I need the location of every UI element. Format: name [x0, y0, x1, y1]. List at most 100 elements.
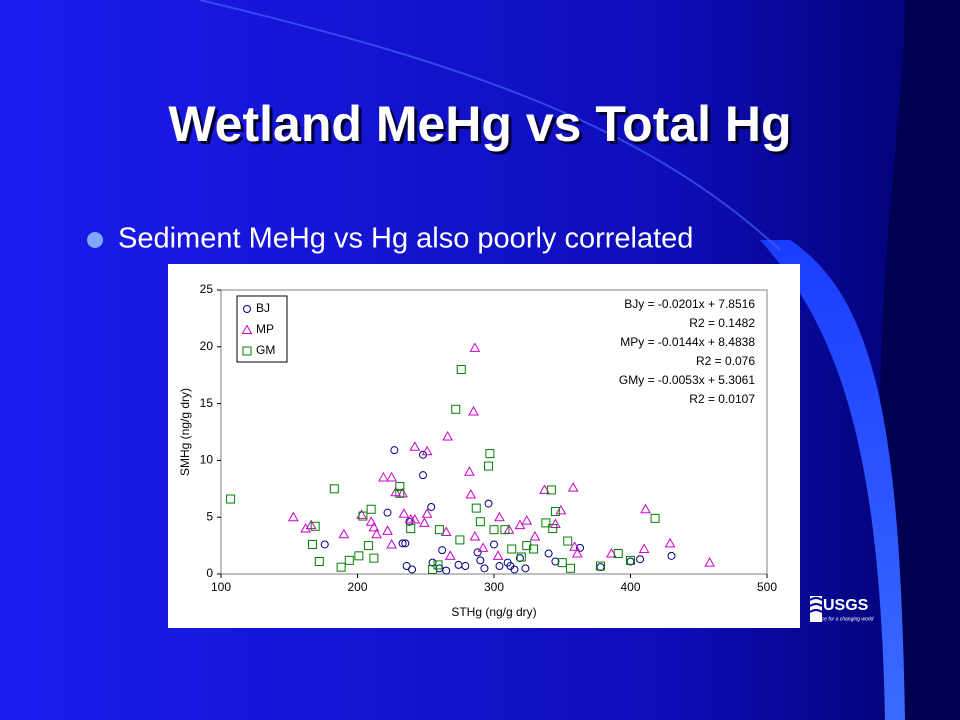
y-tick-label: 5: [206, 509, 213, 523]
point: [471, 503, 481, 513]
y-tick-label: 15: [200, 396, 214, 410]
logo-tagline: science for a changing world: [810, 616, 874, 622]
point: [555, 504, 567, 515]
point: [650, 513, 660, 523]
point: [395, 482, 405, 492]
point: [539, 484, 550, 494]
point: [226, 494, 236, 504]
point: [398, 508, 410, 518]
point: [529, 544, 539, 554]
annotation: R2 = 0.076: [696, 354, 755, 368]
point: [606, 548, 617, 558]
point: [419, 517, 430, 527]
point: [383, 508, 392, 517]
logo-name: USGS: [823, 597, 869, 614]
point: [461, 562, 470, 571]
point: [500, 525, 510, 535]
point: [575, 543, 584, 552]
point: [551, 557, 560, 566]
point: [401, 539, 410, 548]
point: [565, 563, 575, 573]
point: [476, 556, 485, 565]
point: [475, 517, 485, 527]
point: [438, 546, 447, 555]
bullet-dot: [87, 232, 103, 248]
point: [465, 488, 477, 499]
point: [398, 539, 407, 548]
point: [477, 542, 489, 552]
point: [366, 504, 376, 514]
point: [636, 555, 645, 564]
point: [409, 441, 421, 451]
point: [507, 544, 517, 554]
point: [494, 511, 505, 522]
point: [664, 537, 676, 548]
point: [550, 518, 561, 529]
point: [354, 551, 364, 561]
bg-curve: [199, 0, 781, 251]
point: [485, 449, 495, 459]
annotation: R2 = 0.0107: [689, 392, 755, 406]
point: [613, 549, 623, 559]
point: [489, 525, 499, 535]
y-axis-label: SMHg (ng/g dry): [178, 388, 192, 476]
point: [421, 445, 433, 456]
point: [442, 431, 453, 441]
point: [515, 554, 524, 563]
point: [368, 521, 380, 532]
point: [490, 540, 498, 549]
point: [336, 562, 346, 572]
point: [386, 471, 397, 482]
point: [468, 406, 479, 416]
x-tick-label: 400: [620, 580, 640, 594]
legend-marker: [242, 346, 252, 356]
point: [626, 555, 635, 565]
point: [428, 564, 438, 574]
point: [529, 530, 541, 541]
point: [440, 526, 452, 536]
y-tick-label: 0: [206, 566, 213, 580]
point: [544, 549, 553, 558]
x-tick-label: 500: [757, 580, 777, 594]
point: [406, 524, 416, 534]
y-tick-label: 25: [200, 282, 214, 296]
point: [433, 560, 443, 570]
point: [510, 565, 519, 574]
point: [571, 548, 583, 558]
point: [569, 541, 580, 551]
point: [451, 404, 461, 414]
point: [427, 502, 436, 511]
point: [469, 530, 481, 541]
point: [667, 551, 676, 560]
point: [310, 521, 320, 531]
point: [369, 553, 379, 563]
point: [473, 548, 482, 557]
point: [704, 557, 716, 567]
annotation: BJy = -0.0201x + 7.8516: [624, 297, 755, 311]
point: [522, 541, 532, 551]
point: [371, 528, 382, 539]
legend-label: MP: [256, 322, 274, 336]
point: [307, 539, 317, 549]
legend-label: BJ: [256, 301, 270, 315]
point: [563, 536, 573, 546]
point: [480, 564, 489, 573]
point: [421, 508, 433, 518]
point: [344, 555, 354, 565]
point: [514, 519, 526, 530]
point: [595, 561, 605, 571]
y-tick-label: 20: [200, 339, 214, 353]
point: [548, 524, 558, 534]
y-tick-label: 10: [200, 453, 214, 467]
point: [521, 564, 530, 573]
title-shadow: Wetland MeHg vs Total Hg: [171, 99, 794, 155]
point: [455, 535, 465, 545]
point: [378, 471, 389, 482]
bg-band: [760, 240, 905, 720]
point: [550, 507, 560, 517]
point: [386, 538, 397, 549]
point: [329, 484, 339, 494]
slide-title: Wetland MeHg vs Total Hg: [168, 96, 791, 152]
point: [395, 488, 405, 498]
